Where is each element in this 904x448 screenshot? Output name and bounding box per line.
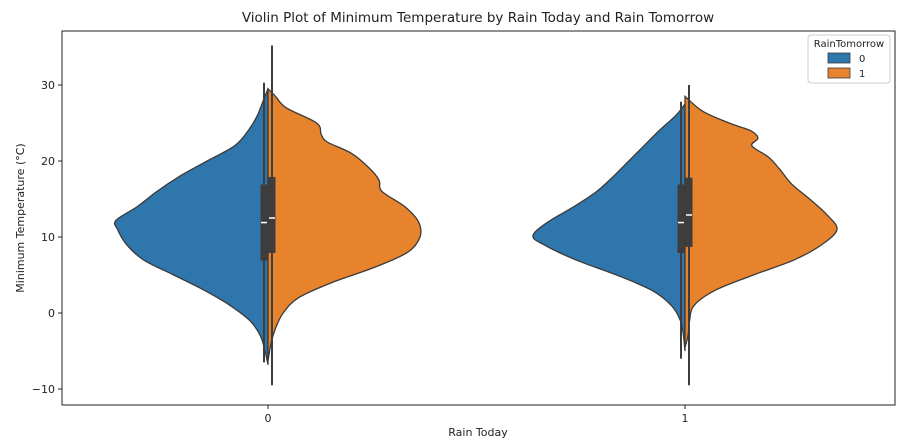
iqr-box-1-1 [685, 177, 693, 247]
violin-0-half-1 [267, 87, 422, 362]
iqr-box-0-1 [268, 176, 276, 253]
iqr-box-1-0 [677, 184, 685, 253]
violins-layer [113, 45, 838, 386]
legend-label-0: 0 [859, 54, 865, 65]
plot-area [61, 30, 896, 406]
y-tick-label-2: 10 [41, 231, 55, 244]
violin-group-0 [113, 45, 422, 386]
violin-1-half-0 [532, 102, 686, 352]
legend-swatch-1 [827, 67, 851, 79]
legend-title: RainTomorrow [814, 39, 884, 50]
x-tick-label-0: 0 [265, 412, 272, 425]
violin-group-1 [532, 85, 838, 386]
legend-label-1: 1 [859, 69, 865, 80]
y-tick-label-0: −10 [32, 383, 55, 396]
y-axis: −10 0 10 20 30 [32, 79, 62, 396]
y-tick-label-4: 30 [41, 79, 55, 92]
chart-title: Violin Plot of Minimum Temperature by Ra… [242, 10, 714, 26]
y-tick-label-1: 0 [48, 307, 55, 320]
x-tick-label-1: 1 [682, 412, 689, 425]
violin-1-half-1 [684, 95, 838, 348]
legend: RainTomorrow 0 1 [807, 34, 891, 84]
y-tick-label-3: 20 [41, 155, 55, 168]
violin-0-half-0 [113, 88, 269, 365]
x-axis-label: Rain Today [448, 426, 508, 439]
legend-swatch-0 [827, 52, 851, 64]
y-axis-label: Minimum Temperature (°C) [14, 143, 27, 292]
